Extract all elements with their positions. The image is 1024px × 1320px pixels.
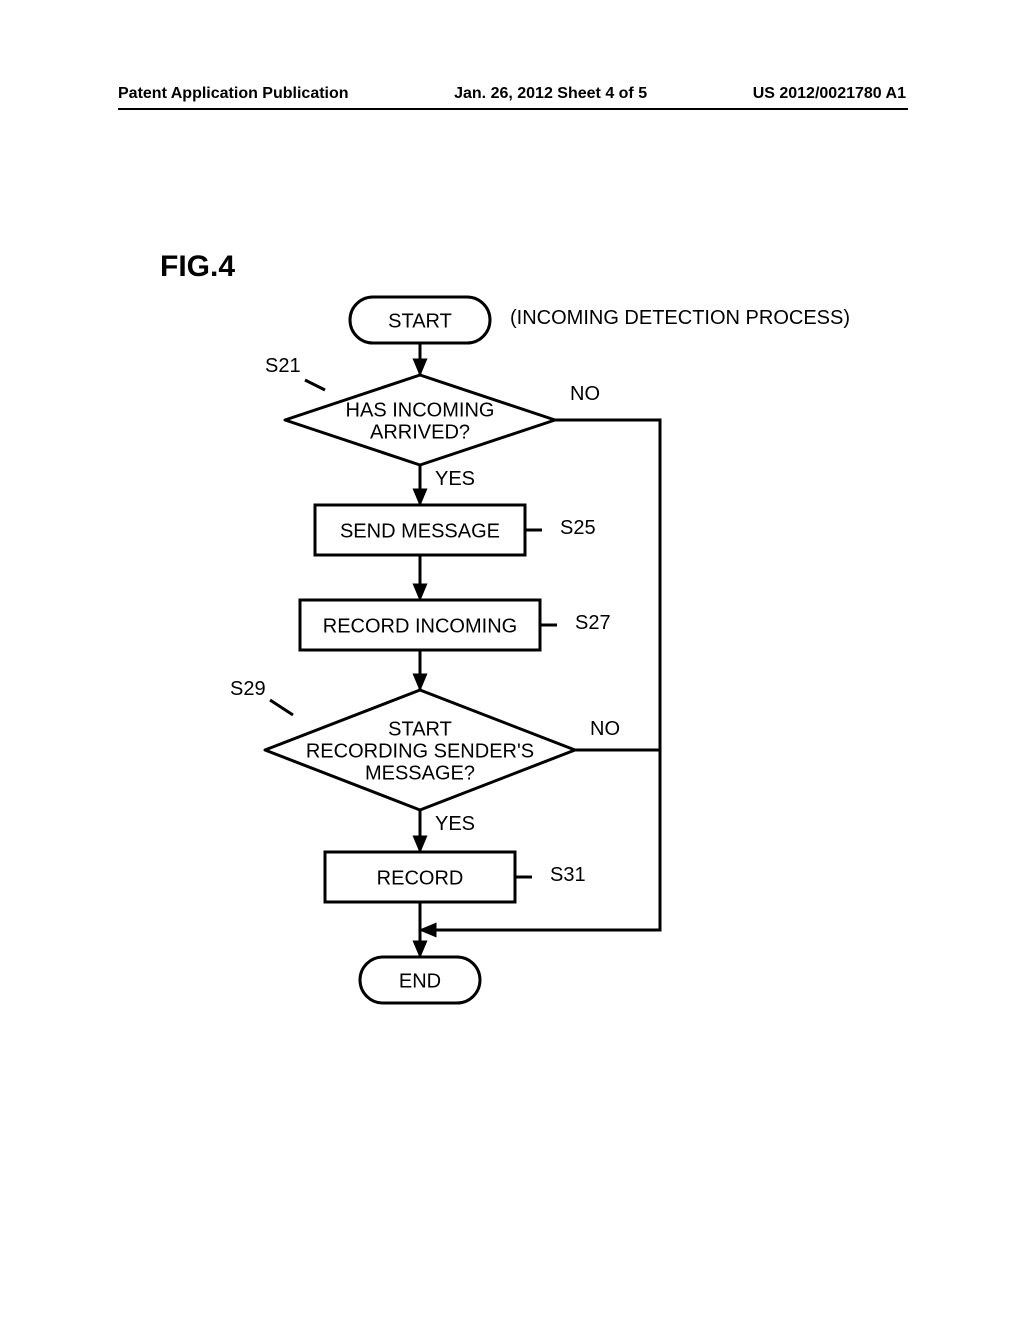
figure-label: FIG.4 — [160, 250, 235, 284]
svg-text:MESSAGE?: MESSAGE? — [365, 762, 475, 784]
branch-label: YES — [435, 468, 475, 490]
node-p1: SEND MESSAGE — [315, 505, 525, 555]
svg-text:RECORD: RECORD — [377, 867, 464, 889]
svg-text:START: START — [388, 310, 452, 332]
svg-text:ARRIVED?: ARRIVED? — [370, 421, 470, 443]
branch-label: NO — [570, 383, 600, 405]
svg-text:RECORDING SENDER'S: RECORDING SENDER'S — [306, 740, 534, 762]
header-right: US 2012/0021780 A1 — [753, 85, 906, 103]
step-label: S29 — [230, 678, 266, 700]
step-label: S27 — [575, 612, 611, 634]
node-end: END — [360, 957, 480, 1003]
svg-text:SEND MESSAGE: SEND MESSAGE — [340, 520, 500, 542]
step-label: S21 — [265, 355, 301, 377]
node-p2: RECORD INCOMING — [300, 600, 540, 650]
svg-text:END: END — [399, 970, 441, 992]
node-start: START — [350, 297, 490, 343]
branch-label: YES — [435, 813, 475, 835]
svg-text:START: START — [388, 718, 452, 740]
page-root: Patent Application Publication Jan. 26, … — [0, 0, 1024, 1320]
node-d1: HAS INCOMINGARRIVED? — [285, 375, 555, 465]
svg-text:HAS INCOMING: HAS INCOMING — [346, 399, 495, 421]
node-p3: RECORD — [325, 852, 515, 902]
svg-text:RECORD INCOMING: RECORD INCOMING — [323, 615, 517, 637]
header-left: Patent Application Publication — [118, 85, 349, 103]
branch-label: NO — [590, 718, 620, 740]
node-d2: STARTRECORDING SENDER'SMESSAGE? — [265, 690, 575, 810]
flowchart-svg: (INCOMING DETECTION PROCESS) START HAS INC… — [100, 290, 920, 1040]
step-label: S25 — [560, 517, 596, 539]
edge — [305, 380, 325, 390]
page-header: Patent Application Publication Jan. 26, … — [0, 85, 1024, 103]
flowchart-container: (INCOMING DETECTION PROCESS) START HAS INC… — [100, 290, 920, 1040]
header-center: Jan. 26, 2012 Sheet 4 of 5 — [454, 85, 647, 103]
header-rule — [118, 108, 908, 110]
step-label: S31 — [550, 864, 586, 886]
edge — [270, 700, 293, 715]
process-title: (INCOMING DETECTION PROCESS) — [510, 307, 850, 329]
